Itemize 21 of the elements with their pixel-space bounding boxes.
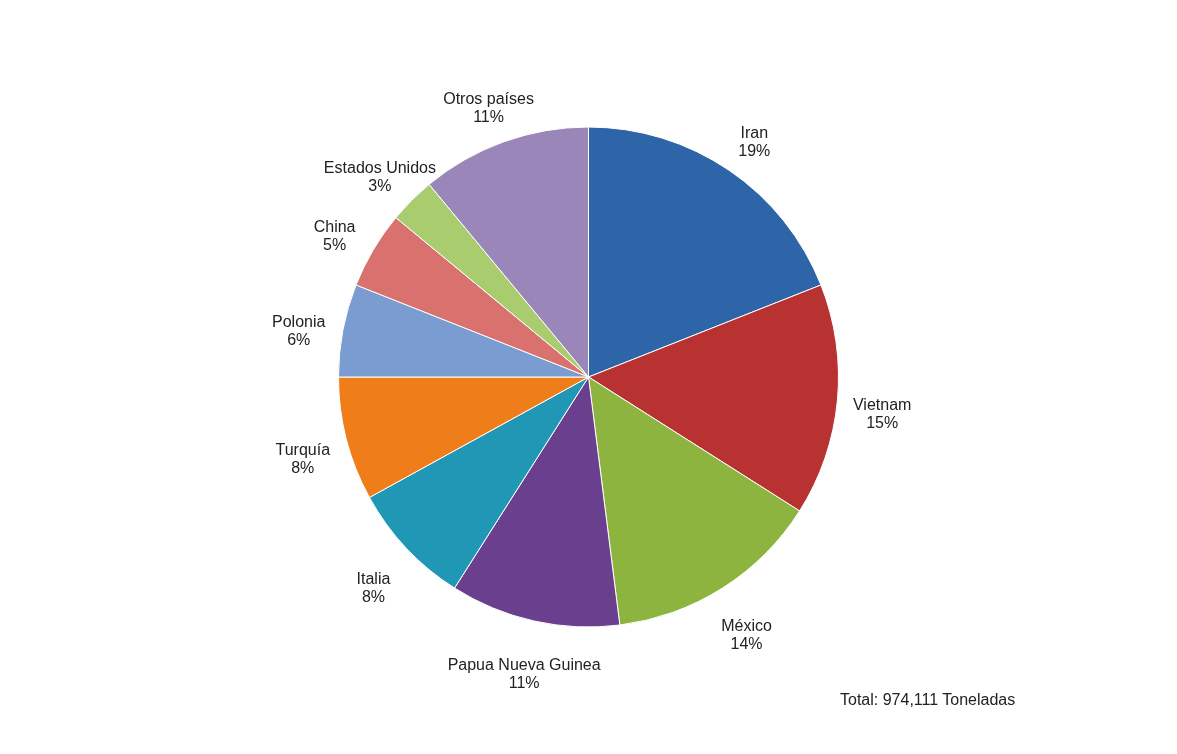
data-label: 8%	[291, 459, 315, 477]
data-label: 15%	[866, 413, 899, 431]
data-label: 14%	[730, 635, 763, 653]
slice-label: Italia	[356, 569, 391, 587]
slice-label: Estados Unidos	[323, 159, 436, 177]
data-label: 11%	[508, 673, 540, 691]
slice-label: Polonia	[272, 312, 326, 330]
slice-label: Vietnam	[852, 395, 912, 413]
slice-label: Iran	[740, 124, 769, 142]
slice-label: China	[313, 217, 356, 235]
slice-label: Turquía	[275, 441, 331, 459]
data-label: 6%	[287, 330, 311, 348]
data-label: 3%	[368, 177, 392, 195]
data-label: 11%	[473, 108, 504, 126]
slice-label: Otros países	[443, 90, 534, 108]
text: Total: 974,111 Toneladas	[840, 691, 1016, 708]
data-label: 8%	[361, 587, 386, 605]
slice-label: Papua Nueva Guinea	[447, 655, 601, 673]
data-label: 19%	[738, 142, 771, 160]
slice-label: México	[721, 617, 773, 635]
data-label: 5%	[323, 235, 347, 253]
